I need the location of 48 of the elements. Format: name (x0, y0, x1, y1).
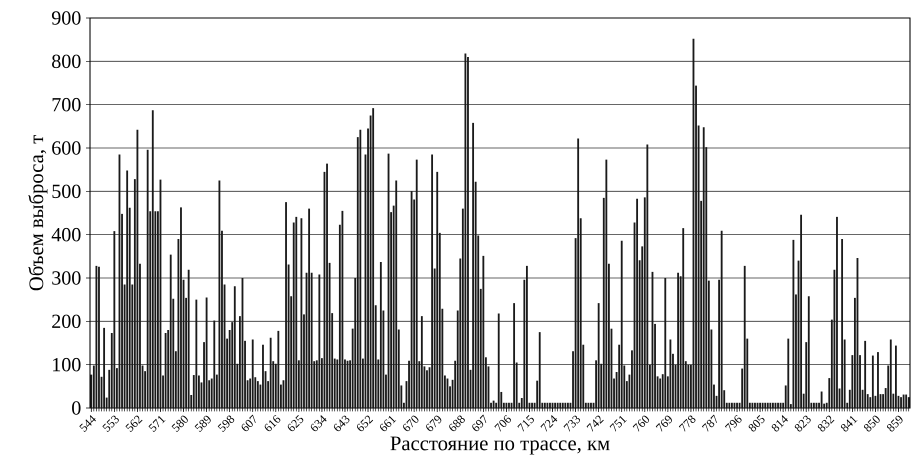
x-tick-label: 814 (772, 415, 788, 432)
x-tick-label: 697 (472, 414, 486, 432)
x-tick-label: 715 (517, 415, 534, 432)
x-tick-label: 589 (194, 416, 211, 432)
y-axis-title: Объем выброса, т (28, 135, 48, 290)
x-tick-label: 580 (172, 416, 188, 432)
y-tick-label: 300 (52, 271, 81, 285)
x-tick-label: 562 (125, 416, 143, 432)
y-tick-label: 100 (53, 358, 81, 372)
x-tick-label: 805 (748, 415, 765, 432)
x-tick-label: 652 (356, 416, 374, 432)
x-tick-label: 625 (288, 415, 304, 432)
x-tick-label: 553 (102, 416, 119, 432)
y-tick-label: 500 (52, 184, 81, 198)
y-tick-label: 400 (52, 228, 81, 242)
x-tick-label: 733 (563, 416, 580, 432)
x-tick-label: 760 (632, 416, 650, 432)
x-tick-label: 823 (794, 416, 811, 432)
x-tick-label: 796 (724, 414, 742, 432)
x-tick-label: 688 (449, 416, 465, 432)
x-tick-label: 616 (264, 414, 280, 432)
x-tick-label: 787 (702, 414, 717, 432)
y-tick-label: 0 (72, 401, 81, 415)
x-tick-label: 634 (310, 415, 327, 432)
x-tick-label: 670 (403, 416, 418, 432)
x-tick-label: 598 (218, 416, 234, 432)
x-tick-label: 607 (242, 414, 256, 432)
x-tick-label: 571 (148, 416, 166, 432)
x-tick-label: 859 (887, 416, 903, 432)
x-tick-label: 751 (610, 416, 627, 432)
y-tick-label: 200 (52, 314, 81, 328)
x-tick-label: 832 (818, 416, 834, 432)
y-tick-label: 900 (52, 11, 81, 25)
x-tick-label: 850 (864, 416, 880, 432)
x-tick-label: 724 (540, 415, 558, 432)
x-tick-label: 778 (678, 416, 696, 432)
x-axis-title: Расстояние по трассе, км (390, 436, 610, 455)
x-tick-label: 643 (334, 416, 350, 432)
x-tick-label: 769 (656, 416, 672, 432)
x-tick-label: 742 (586, 416, 604, 432)
y-tick-label: 800 (52, 54, 81, 68)
x-tick-label: 679 (426, 416, 442, 432)
x-tick-label: 661 (380, 416, 396, 432)
x-tick-label: 706 (494, 414, 511, 432)
y-tick-label: 600 (52, 141, 81, 155)
y-tick-label: 700 (52, 98, 81, 112)
x-tick-label: 841 (840, 416, 858, 432)
x-tick-label: 544 (79, 415, 96, 432)
